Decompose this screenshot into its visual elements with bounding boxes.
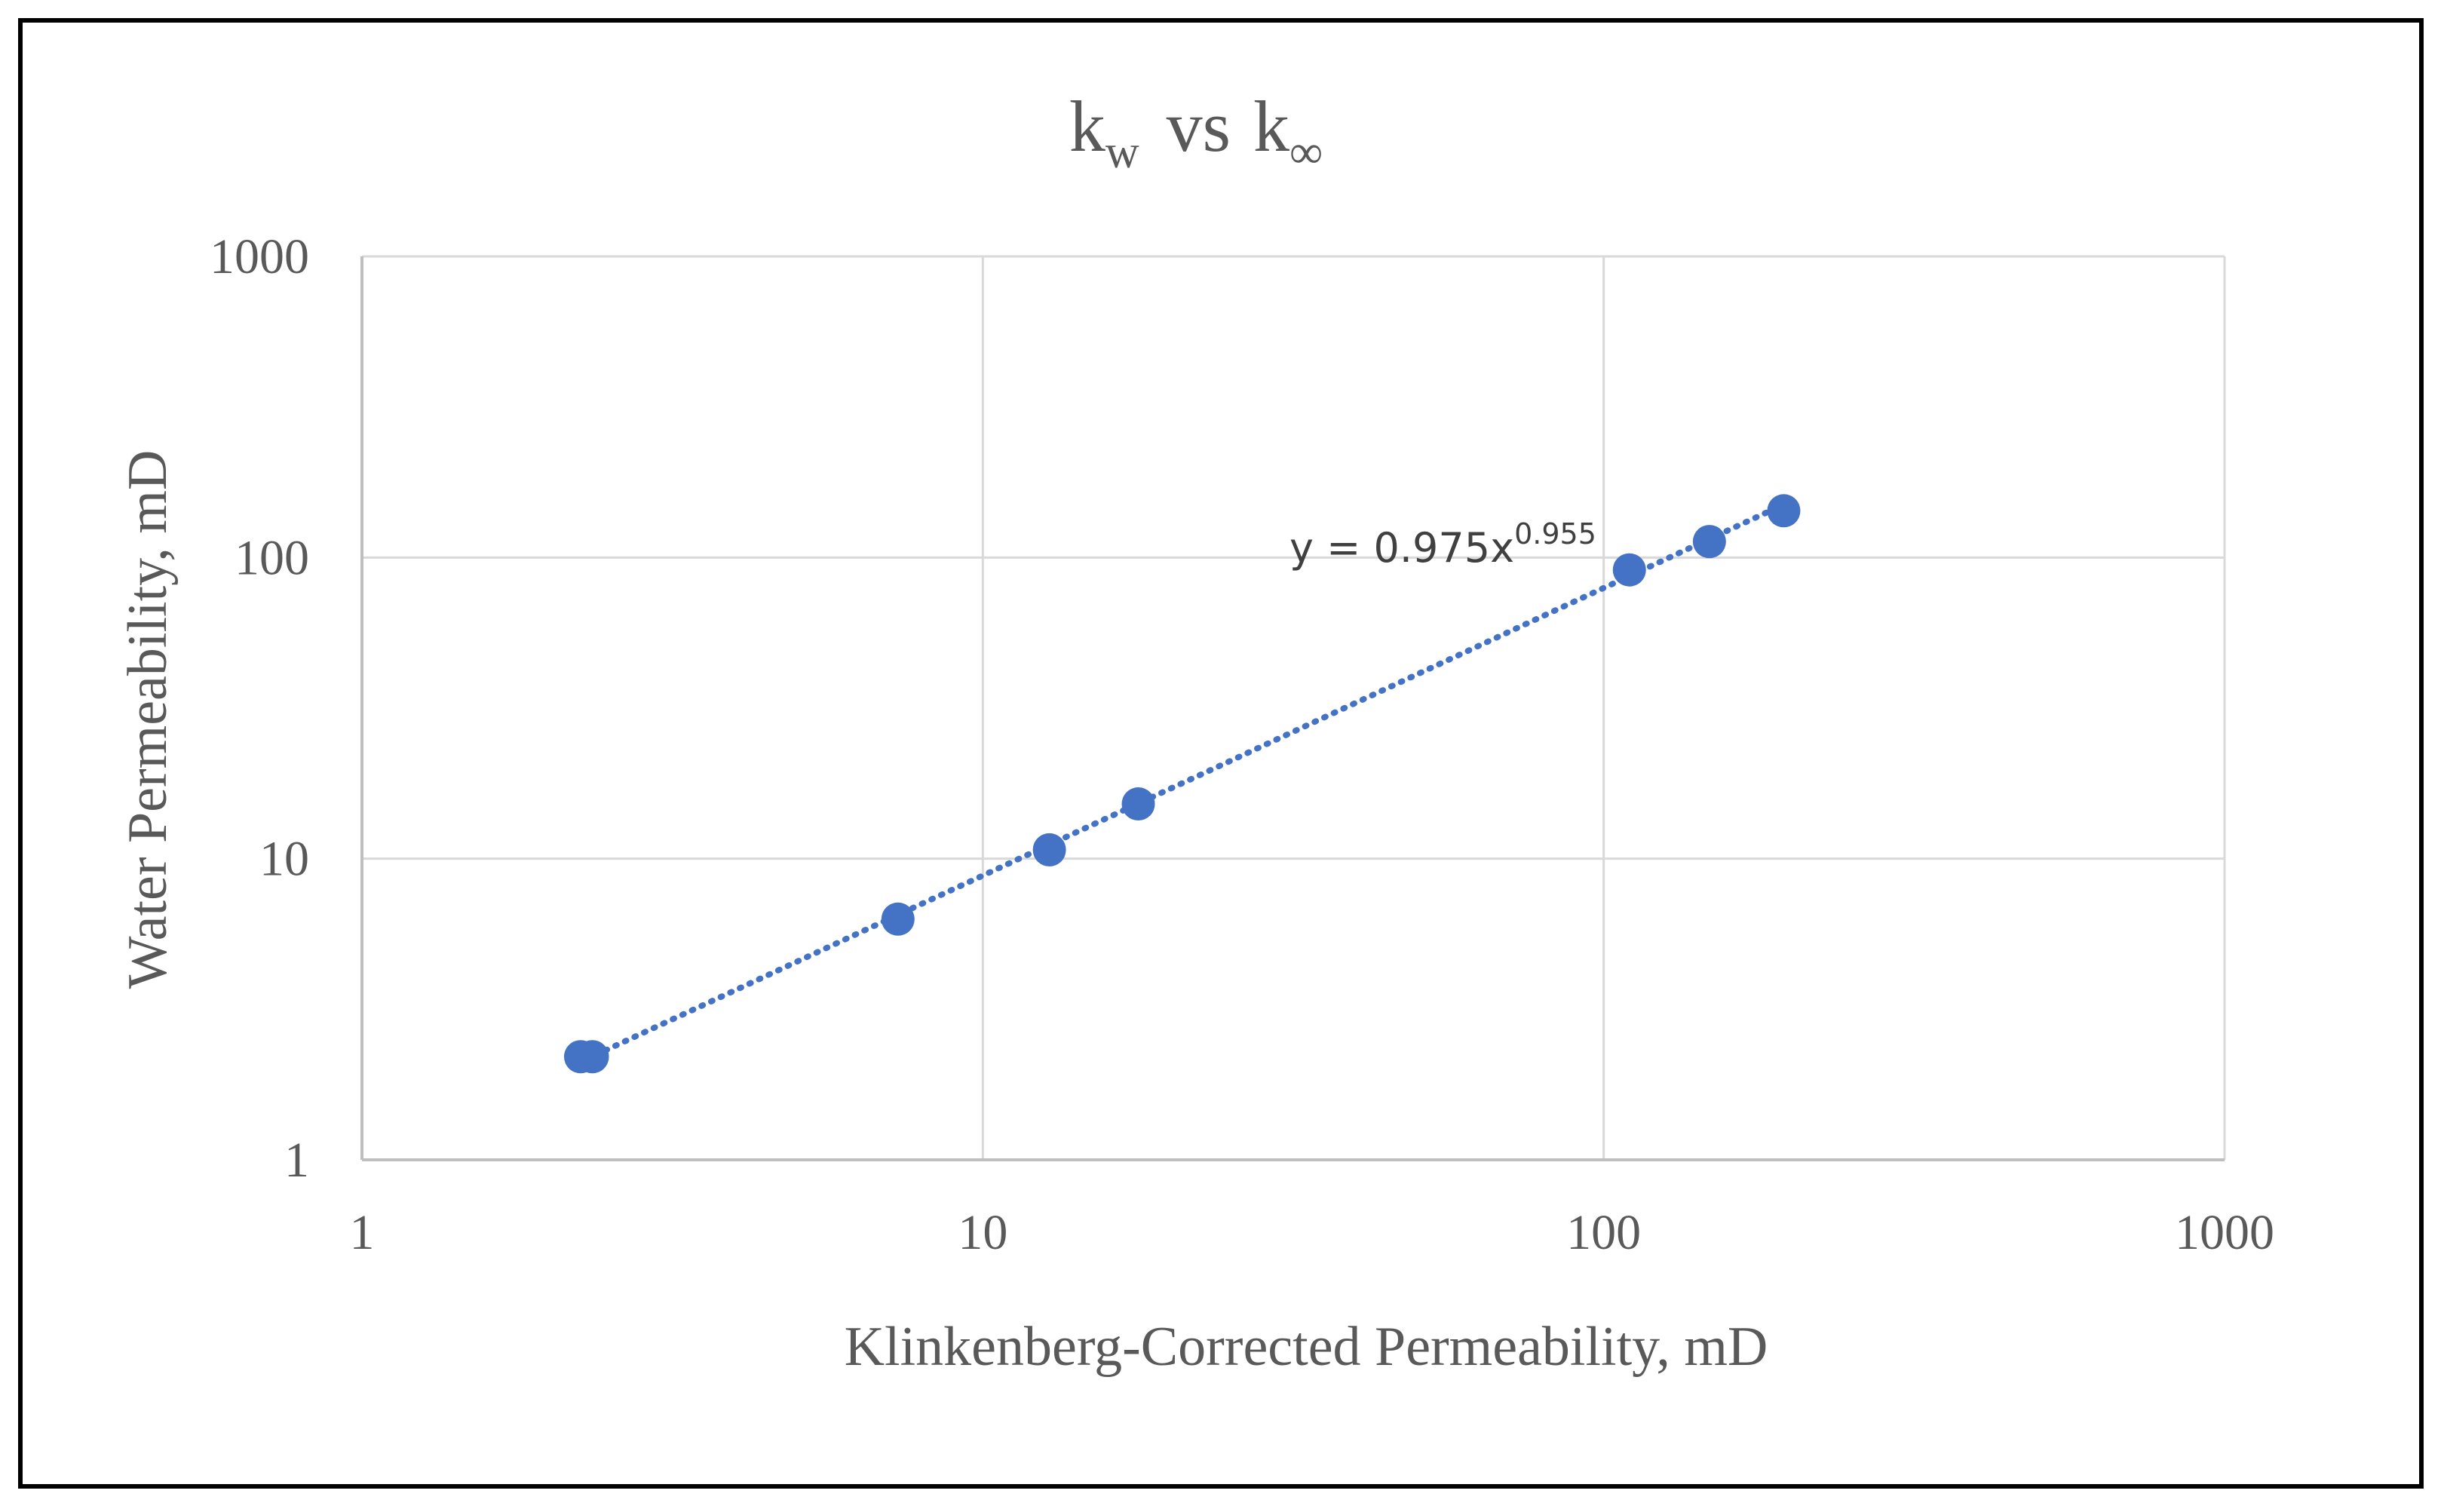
title-k: k	[1069, 86, 1105, 167]
data-point-2	[881, 902, 915, 936]
data-point-5	[1612, 553, 1646, 587]
title-k2: k	[1253, 86, 1289, 167]
data-point-4	[1121, 787, 1155, 821]
plot-area-border	[360, 256, 2225, 1161]
x-tick-label-0: 1	[350, 1205, 375, 1260]
y-axis-title: Water Permeability, mD	[117, 450, 179, 989]
data-point-1	[575, 1040, 609, 1074]
trendline-equation-base: y = 0.975x	[1289, 524, 1514, 572]
title-sub-inf: ∞	[1289, 127, 1323, 178]
trendline-equation: y = 0.975x0.955	[1289, 517, 1596, 572]
grid-lines	[360, 255, 2226, 1161]
y-tick-label-3: 1000	[210, 229, 309, 284]
data-point-6	[1692, 525, 1726, 559]
y-tick-label-2: 100	[235, 530, 309, 585]
data-point-7	[1767, 494, 1801, 528]
title-vs: vs	[1167, 86, 1231, 167]
y-tick-labels: 1 10 100 1000	[210, 229, 309, 1188]
x-tick-label-2: 100	[1566, 1205, 1641, 1260]
data-points	[563, 494, 1801, 1074]
y-tick-label-1: 10	[259, 832, 309, 887]
y-tick-label-0: 1	[284, 1133, 309, 1188]
trendline	[583, 501, 1787, 1063]
x-tick-label-1: 10	[958, 1205, 1007, 1260]
title-sub-w: w	[1105, 127, 1139, 178]
x-axis-title: Klinkenberg-Corrected Permeability, mD	[845, 1316, 1768, 1378]
chart-frame: kw vs k∞ 1 10 100 1000 1 10 100 1000 Klinkenberg…	[18, 18, 2424, 1489]
trendline-group	[583, 501, 1787, 1063]
data-point-3	[1032, 833, 1066, 866]
trendline-equation-exponent: 0.955	[1514, 517, 1596, 551]
chart-title: kw vs k∞	[1069, 86, 1323, 178]
x-tick-labels: 1 10 100 1000	[350, 1205, 2275, 1260]
x-tick-label-3: 1000	[2175, 1205, 2274, 1260]
